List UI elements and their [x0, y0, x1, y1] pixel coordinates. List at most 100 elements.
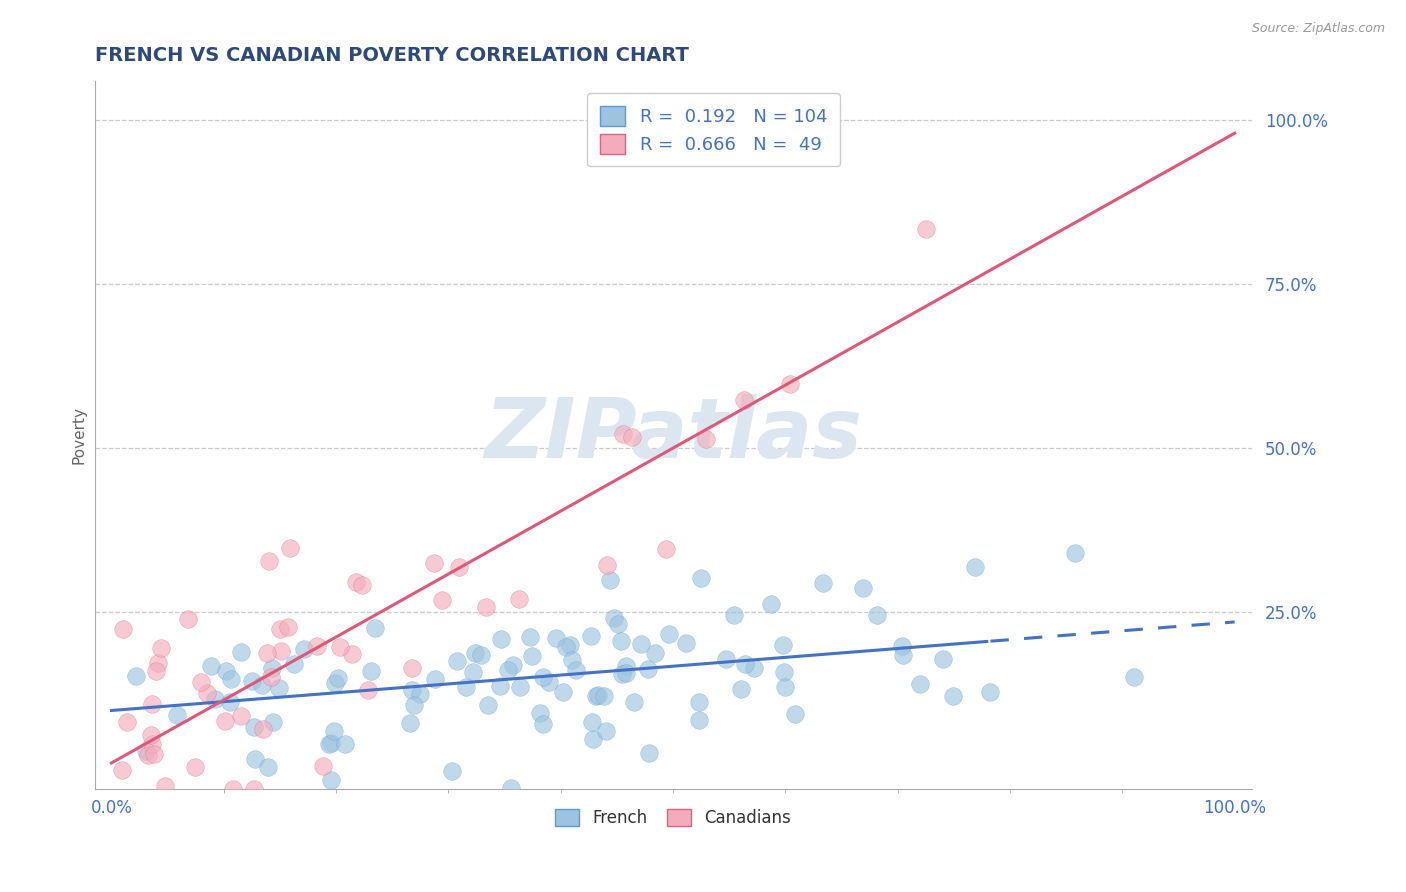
Point: [243, 782, 266, 797]
Point: [280, 541, 302, 555]
Point: [932, 652, 955, 666]
Point: [531, 717, 554, 731]
Point: [404, 698, 426, 712]
Point: [262, 714, 284, 729]
Point: [425, 672, 447, 686]
Point: [214, 714, 236, 728]
Point: [1064, 546, 1087, 560]
Point: [218, 696, 240, 710]
Point: [621, 429, 644, 443]
Point: [260, 670, 283, 684]
Point: [176, 612, 198, 626]
Point: [489, 632, 512, 647]
Point: [630, 638, 652, 652]
Point: [690, 570, 713, 584]
Point: [553, 685, 575, 699]
Point: [292, 642, 315, 657]
Point: [942, 689, 965, 703]
Point: [329, 640, 352, 655]
Point: [586, 688, 609, 702]
Point: [221, 782, 243, 797]
Point: [195, 686, 218, 700]
Text: Source: ZipAtlas.com: Source: ZipAtlas.com: [1251, 22, 1385, 36]
Point: [124, 669, 146, 683]
Point: [321, 736, 343, 750]
Point: [200, 658, 222, 673]
Point: [544, 631, 567, 645]
Point: [342, 647, 364, 661]
Point: [117, 715, 139, 730]
Point: [529, 706, 551, 721]
Point: [135, 744, 157, 758]
Point: [111, 763, 134, 777]
Point: [470, 648, 492, 663]
Point: [461, 665, 484, 679]
Point: [446, 654, 468, 668]
Point: [423, 556, 446, 570]
Point: [326, 672, 349, 686]
Point: [772, 638, 794, 652]
Point: [136, 748, 159, 763]
Point: [229, 708, 252, 723]
Point: [759, 598, 782, 612]
Point: [565, 664, 588, 678]
Point: [219, 672, 242, 686]
Point: [603, 611, 626, 625]
Point: [813, 576, 835, 591]
Point: [520, 649, 543, 664]
Point: [440, 764, 463, 779]
Point: [695, 433, 717, 447]
Point: [779, 377, 801, 392]
Point: [688, 696, 710, 710]
Point: [344, 574, 367, 589]
Point: [150, 641, 173, 656]
Point: [593, 689, 616, 703]
Point: [312, 758, 335, 772]
Point: [145, 665, 167, 679]
Point: [638, 747, 661, 761]
Point: [270, 644, 292, 658]
Point: [215, 665, 238, 679]
Text: FRENCH VS CANADIAN POVERTY CORRELATION CHART: FRENCH VS CANADIAN POVERTY CORRELATION C…: [94, 46, 689, 65]
Point: [675, 636, 697, 650]
Point: [153, 780, 176, 794]
Point: [166, 707, 188, 722]
Point: [979, 684, 1001, 698]
Point: [772, 665, 794, 679]
Point: [277, 620, 299, 634]
Point: [408, 686, 430, 700]
Point: [357, 683, 380, 698]
Point: [477, 698, 499, 712]
Point: [561, 653, 583, 667]
Point: [360, 664, 382, 678]
Point: [318, 737, 340, 751]
Point: [262, 661, 284, 675]
Point: [607, 617, 630, 632]
Point: [965, 560, 987, 574]
Point: [852, 581, 875, 595]
Point: [891, 639, 914, 653]
Point: [655, 542, 678, 557]
Point: [204, 692, 226, 706]
Point: [488, 679, 510, 693]
Point: [730, 681, 752, 696]
Point: [398, 715, 420, 730]
Point: [891, 648, 914, 663]
Point: [321, 772, 343, 787]
Point: [143, 747, 166, 761]
Point: [689, 714, 711, 728]
Point: [256, 646, 278, 660]
Point: [595, 723, 617, 738]
Point: [401, 661, 423, 675]
Point: [146, 657, 169, 671]
Point: [865, 607, 887, 622]
Point: [581, 715, 603, 730]
Point: [112, 622, 135, 636]
Point: [364, 621, 387, 635]
Point: [558, 638, 581, 652]
Point: [783, 707, 806, 722]
Point: [449, 559, 471, 574]
Point: [190, 675, 212, 690]
Point: [464, 646, 486, 660]
Point: [637, 662, 659, 676]
